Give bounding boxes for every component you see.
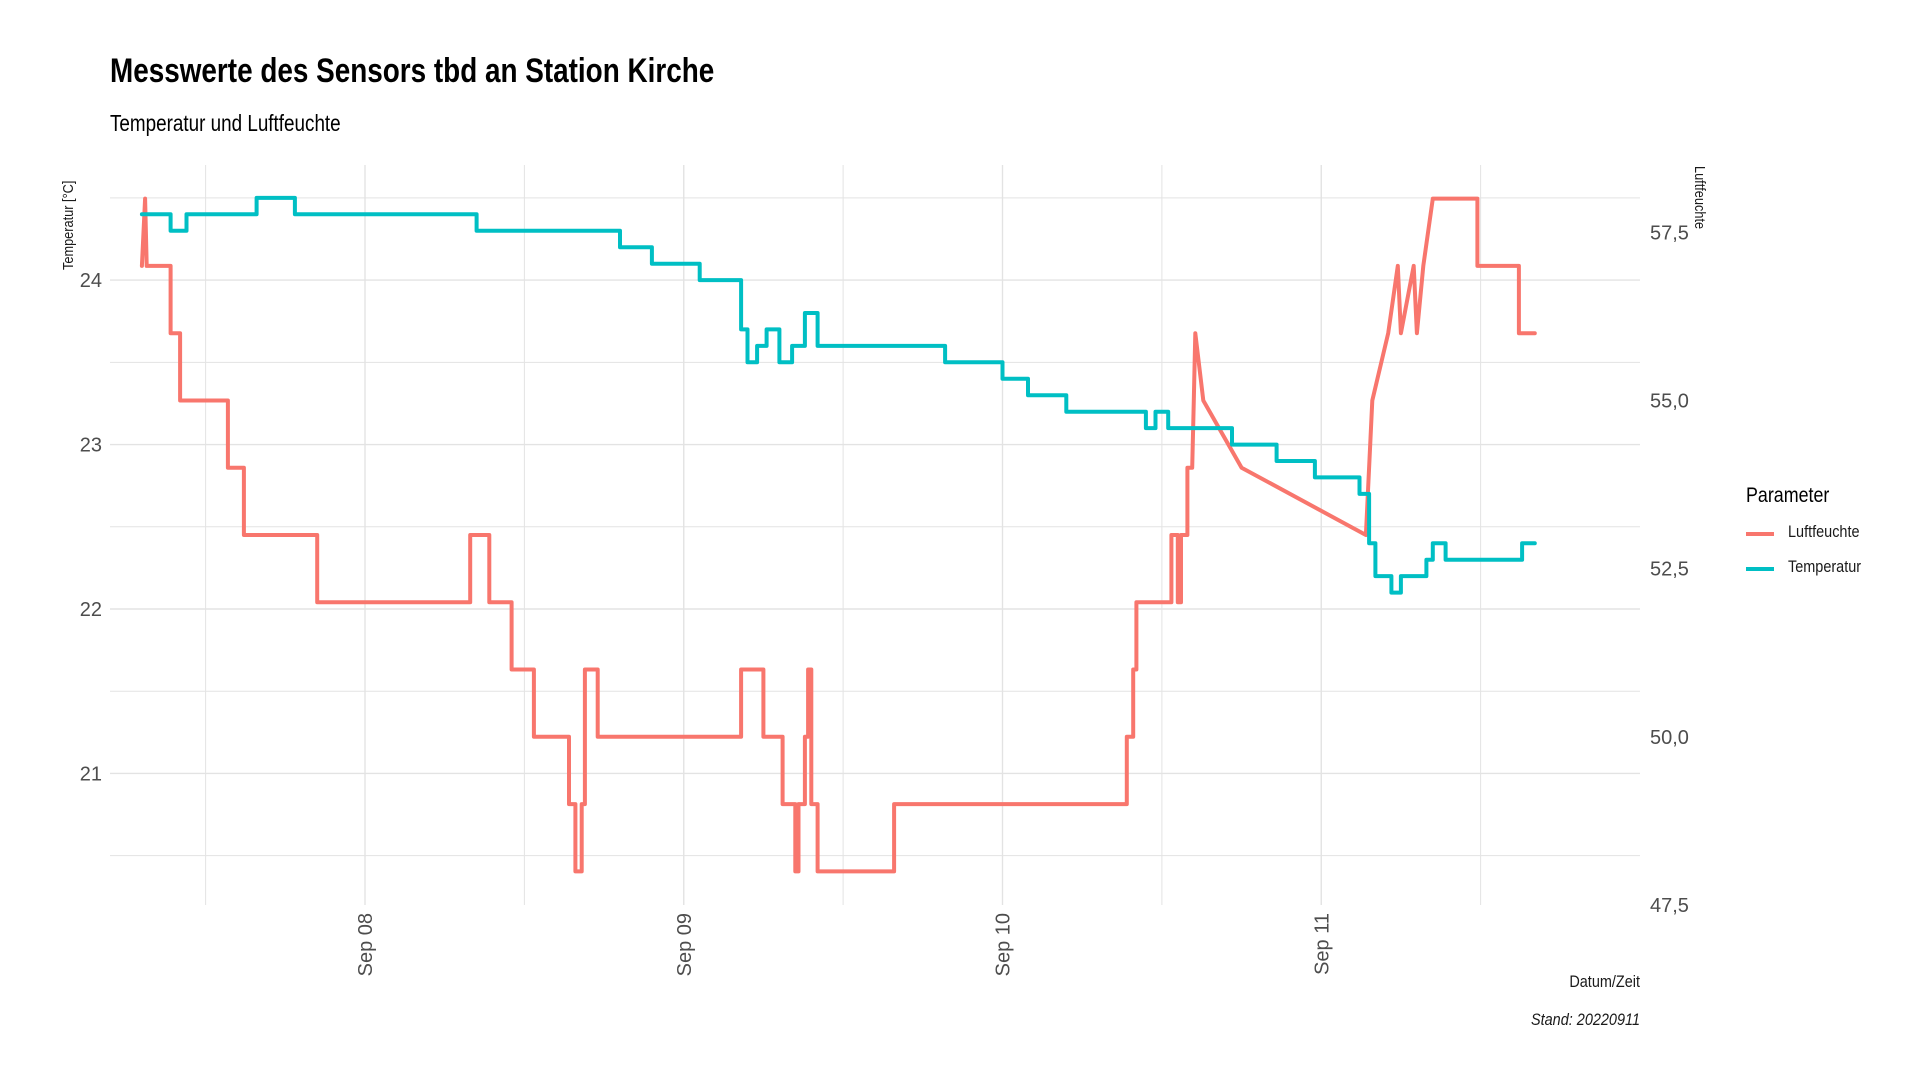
x-tick-label: Sep 10 — [993, 913, 1015, 976]
legend-title: Parameter — [1746, 484, 1830, 507]
y-axis-right-ticks: 47,5 50,0 52,5 55,0 57,5 — [1650, 222, 1689, 917]
legend-key-luftfeuchte — [1746, 532, 1774, 536]
chart-title: Messwerte des Sensors tbd an Station Kir… — [110, 52, 715, 90]
y2-tick-label: 55,0 — [1650, 390, 1689, 412]
legend-key-temperatur — [1746, 567, 1774, 571]
chart-subtitle: Temperatur und Luftfeuchte — [110, 110, 341, 136]
y-tick-label: 23 — [80, 435, 102, 457]
legend-label-luftfeuchte: Luftfeuchte — [1788, 522, 1860, 541]
y2-tick-label: 47,5 — [1650, 895, 1689, 917]
series-line-luftfeuchte — [139, 196, 1537, 874]
legend-item-luftfeuchte: Luftfeuchte — [1746, 522, 1916, 546]
x-tick-label: Sep 11 — [1311, 913, 1333, 975]
y2-tick-label: 52,5 — [1650, 559, 1689, 581]
y-tick-label: 24 — [80, 270, 102, 292]
y2-tick-label: 57,5 — [1650, 222, 1689, 244]
x-tick-label: Sep 08 — [355, 913, 377, 976]
y-axis-left-ticks: 21 22 23 24 — [80, 270, 102, 785]
x-axis-label: Datum/Zeit — [1569, 972, 1640, 991]
y2-tick-label: 50,0 — [1650, 727, 1689, 749]
x-tick-label: Sep 09 — [674, 913, 696, 976]
y-axis-left-label: Temperatur [°C] — [60, 180, 77, 270]
series-lines — [139, 195, 1537, 874]
series-line-temperatur — [139, 195, 1537, 595]
legend-item-temperatur: Temperatur — [1746, 557, 1916, 581]
x-axis-ticks: Sep 08 Sep 09 Sep 10 Sep 11 — [355, 913, 1333, 976]
legend-label-temperatur: Temperatur — [1788, 557, 1862, 576]
gridlines — [110, 165, 1640, 905]
y-axis-right-label: Luftfeuchte — [1691, 166, 1708, 230]
y-tick-label: 21 — [80, 763, 102, 785]
y-tick-label: 22 — [80, 599, 102, 621]
chart-caption: Stand: 20220911 — [1530, 1010, 1640, 1029]
